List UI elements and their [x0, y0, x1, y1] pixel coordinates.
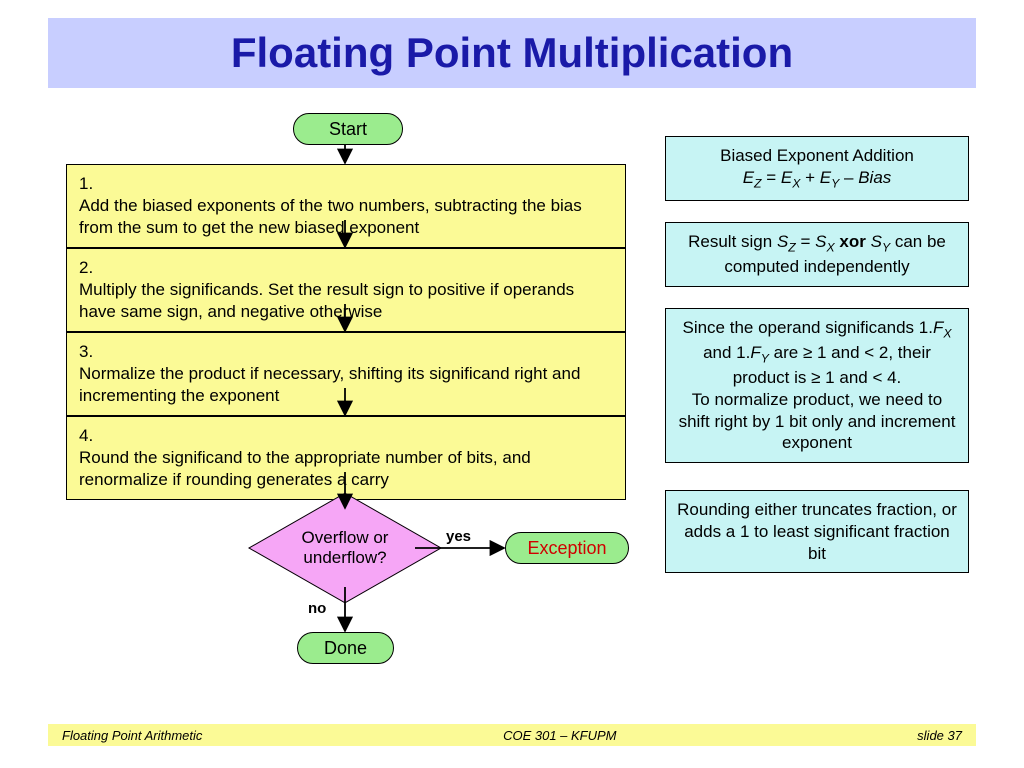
flow-step-3-num: 3.: [79, 341, 101, 363]
title-bar: Floating Point Multiplication: [48, 18, 976, 88]
info-box-rounding: Rounding either truncates fraction, or a…: [665, 490, 969, 573]
footer-left: Floating Point Arithmetic: [62, 728, 202, 743]
flow-decision-line2: underflow?: [303, 548, 386, 567]
flow-start-label: Start: [329, 119, 367, 140]
flow-step-3-text: Normalize the product if necessary, shif…: [79, 363, 587, 407]
flow-done: Done: [297, 632, 394, 664]
edge-label-yes: yes: [446, 528, 471, 545]
flow-step-4: 4. Round the significand to the appropri…: [66, 416, 626, 500]
flow-exception: Exception: [505, 532, 629, 564]
edge-label-no: no: [308, 600, 326, 617]
flow-step-4-text: Round the significand to the appropriate…: [79, 447, 587, 491]
flow-step-2: 2. Multiply the significands. Set the re…: [66, 248, 626, 332]
flow-done-label: Done: [324, 638, 367, 659]
flow-decision-label: Overflow or underflow?: [275, 508, 415, 588]
flow-step-2-num: 2.: [79, 257, 101, 279]
flow-step-1-text: Add the biased exponents of the two numb…: [79, 195, 587, 239]
info-box-normalize: Since the operand significands 1.FX and …: [665, 308, 969, 463]
flow-exception-label: Exception: [527, 538, 606, 559]
footer-center: COE 301 – KFUPM: [503, 728, 616, 743]
flow-decision: Overflow or underflow?: [275, 508, 415, 588]
flow-step-1-num: 1.: [79, 173, 101, 195]
footer-right: slide 37: [917, 728, 962, 743]
flow-step-4-num: 4.: [79, 425, 101, 447]
flow-step-3: 3. Normalize the product if necessary, s…: [66, 332, 626, 416]
info-box-sign: Result sign SZ = SX xor SY can be comput…: [665, 222, 969, 287]
footer-bar: Floating Point Arithmetic COE 301 – KFUP…: [48, 724, 976, 746]
flow-step-2-text: Multiply the significands. Set the resul…: [79, 279, 587, 323]
flow-step-1: 1. Add the biased exponents of the two n…: [66, 164, 626, 248]
flow-decision-line1: Overflow or: [302, 528, 389, 547]
flow-start: Start: [293, 113, 403, 145]
info-box-exponent: Biased Exponent AdditionEZ = EX + EY – B…: [665, 136, 969, 201]
page-title: Floating Point Multiplication: [231, 29, 793, 77]
